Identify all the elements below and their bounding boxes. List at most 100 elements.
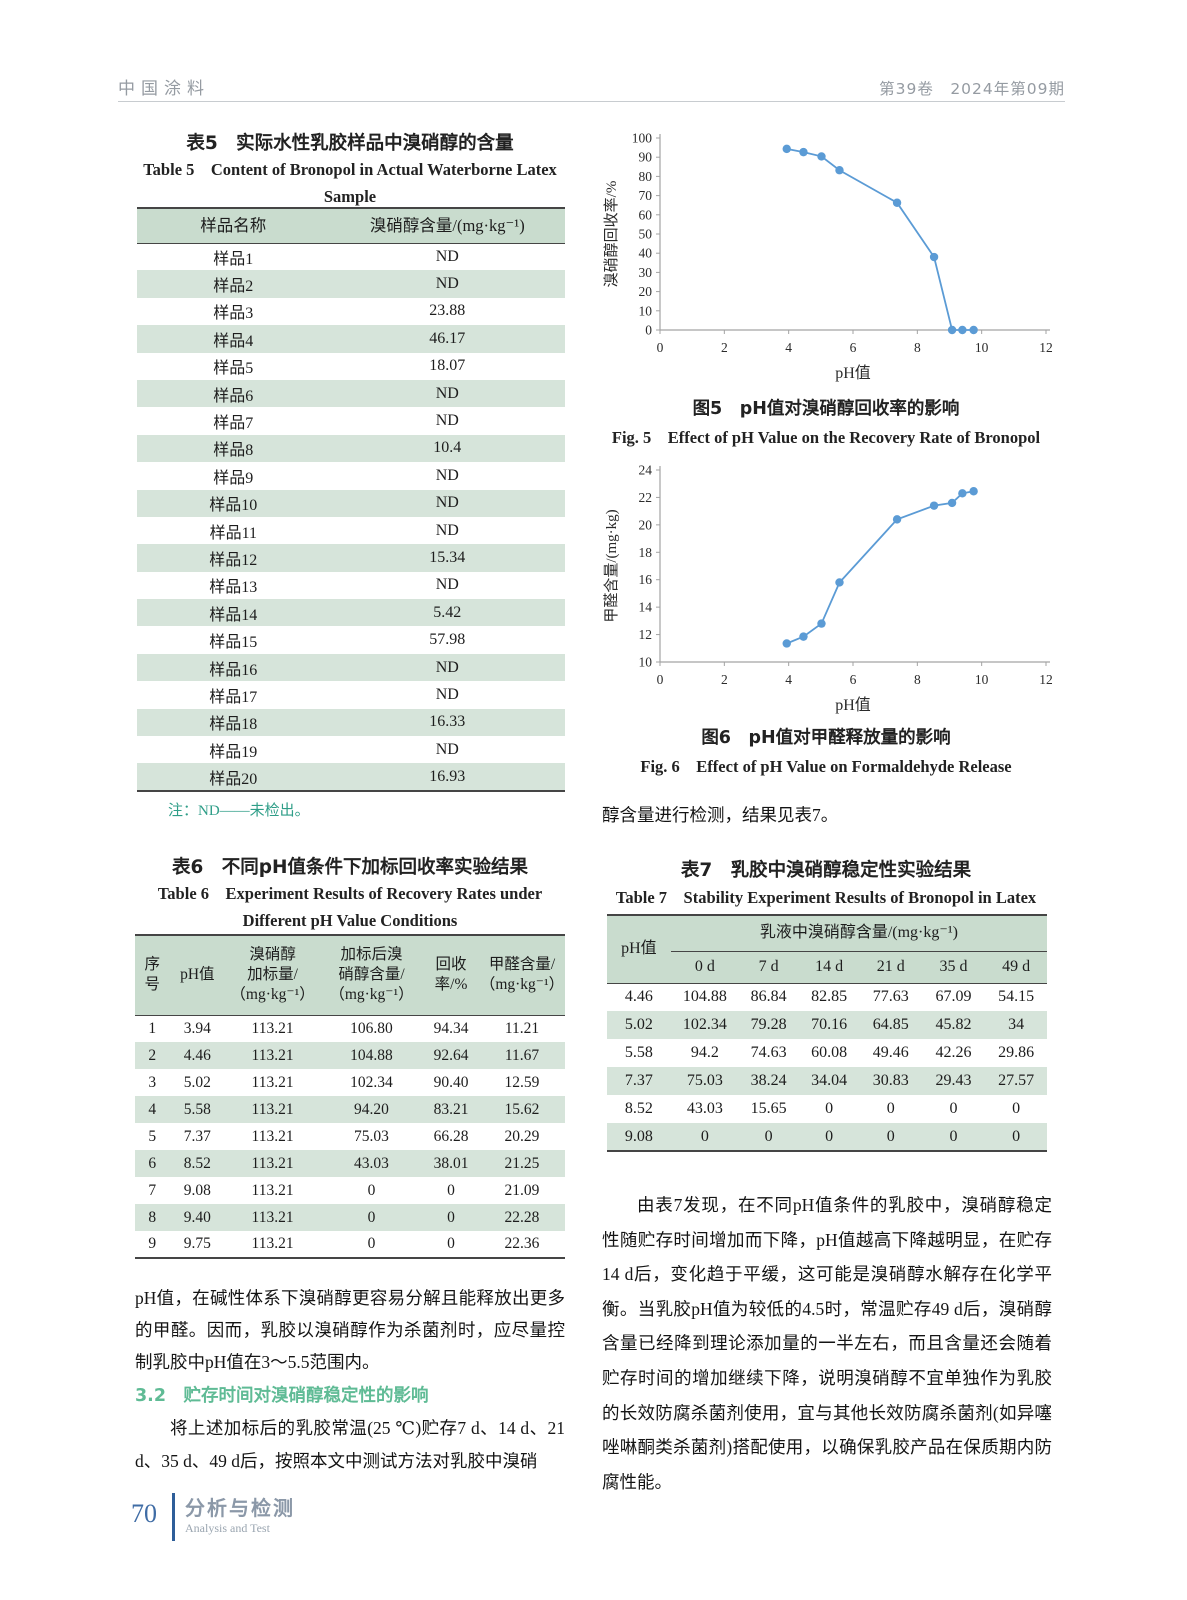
table6-title-zh: 表6 不同pH值条件下加标回收率实验结果 [171, 857, 529, 878]
fig6-caption-en: Fig. 6 Effect of pH Value on Formaldehyd… [640, 757, 1012, 776]
table-row: 样品19 ND [209, 740, 459, 761]
table-row: 样品8 10.4 [137, 434, 565, 463]
table5-col-content: 溴硝醇含量/(mg·kg⁻¹) [329, 208, 565, 243]
svg-text:12: 12 [1039, 672, 1053, 687]
table7-body: 4.46 104.88 86.84 82.85 77.63 67.09 54.15 5.02 1… [607, 983, 1047, 1151]
table-row: 样品7 ND [213, 412, 459, 433]
svg-text:50: 50 [639, 227, 653, 242]
table6-body: 1 3.94 113.21 106.80 94.34 11.21 2 4.46 113.21 10… [135, 1015, 565, 1258]
table-row: 样品6 ND [137, 379, 565, 408]
svg-text:0: 0 [657, 340, 664, 355]
table7-title-en: Table 7 Stability Experiment Results of … [615, 888, 1037, 907]
table7-col-ph: pH值 [607, 915, 671, 983]
svg-text:溴硝醇回收率/%: 溴硝醇回收率/% [603, 181, 620, 288]
header-divider [118, 101, 1065, 102]
table-row: 样品20 16.93 [137, 763, 565, 791]
table5-body: 样品1 ND 样品2 ND 样品3 23.88 样品4 46.17 样品5 18.07 样品6 ND 样… [137, 243, 565, 791]
svg-text:2: 2 [721, 672, 728, 687]
svg-text:16: 16 [639, 572, 653, 587]
table6-title-en: Table 6 Experiment Results of Recovery R… [157, 884, 543, 930]
svg-text:100: 100 [632, 131, 653, 146]
table-row: 3 5.02 113.21 102.34 90.40 12.59 [148, 1073, 540, 1091]
column-header: 35 d [921, 951, 986, 983]
left-paragraph-1: pH值，在碱性体系下溴硝醇更容易分解且能释放出更多的甲醛。因而，乳胶以溴硝醇作为… [135, 1288, 565, 1372]
table-row: 7.37 75.03 38.24 34.04 30.83 29.43 27.57 [607, 1067, 1047, 1095]
right-paragraph-1: 由表7发现，在不同pH值条件的乳胶中，溴硝醇稳定性随贮存时间增加而下降，pH值越… [602, 1195, 1052, 1492]
svg-text:pH值: pH值 [835, 364, 871, 382]
table-row: 样品9 ND [213, 466, 459, 487]
fig5-caption-en: Fig. 5 Effect of pH Value on the Recover… [611, 428, 1041, 447]
table-row: 4 5.58 113.21 94.20 83.21 15.62 [135, 1096, 565, 1123]
table5-note: 注：ND——未检出。 [168, 803, 310, 819]
fig5-line-chart: 0 10 20 30 40 50 60 70 80 90 100 0 2 4 6 8 10 12 pH值 溴硝醇回收率… [598, 124, 1053, 392]
svg-text:10: 10 [975, 672, 989, 687]
svg-text:80: 80 [639, 169, 653, 184]
issue-info: 第39卷 2024年第09期 [879, 80, 1065, 98]
svg-text:10: 10 [975, 340, 989, 355]
fig5-caption-zh: 图5 pH值对溴硝醇回收率的影响 [692, 399, 960, 419]
svg-text:pH值: pH值 [835, 696, 871, 714]
table-row: 1 3.94 113.21 106.80 94.34 11.21 [148, 1019, 540, 1037]
table6: 序 号 pH值 溴硝醇 加标量/ （mg·kg⁻¹） 加标后溴 硝醇含量/ （mg·k… [135, 934, 565, 1259]
column-header: 49 d [985, 951, 1047, 983]
table-row: 6 8.52 113.21 43.03 38.01 21.25 [135, 1150, 565, 1177]
svg-text:4: 4 [785, 672, 792, 687]
svg-text:40: 40 [639, 246, 653, 261]
table-row: 5.58 94.2 74.63 60.08 49.46 42.26 29.86 [624, 1044, 1035, 1061]
svg-text:70: 70 [639, 188, 653, 203]
table-row: 4.46 104.88 86.84 82.85 77.63 67.09 54.15 [624, 988, 1035, 1006]
table-row: 样品11 ND [209, 521, 459, 542]
fig6-line-chart: 10 12 14 16 18 20 22 24 0 2 4 6 8 10 12 pH值 甲醛含量/(mg·kg) [598, 456, 1053, 724]
svg-text:10: 10 [639, 655, 653, 670]
column-header: 21 d [859, 951, 922, 983]
column-header: 7 d [738, 951, 799, 983]
table-row: 样品15 57.98 [209, 631, 466, 652]
svg-text:14: 14 [639, 600, 653, 615]
table-row: 样品1 ND [213, 247, 459, 268]
right-paragraph-0: 醇含量进行检测，结果见表7。 [602, 805, 839, 825]
table7-title-zh: 表7 乳胶中溴硝醇稳定性实验结果 [680, 860, 972, 881]
svg-text:12: 12 [1039, 340, 1053, 355]
table-row: 8.52 43.03 15.65 0 0 0 0 [624, 1100, 1021, 1117]
table5-header: 样品名称 溴硝醇含量/(mg·kg⁻¹) [137, 208, 565, 243]
svg-text:22: 22 [639, 490, 653, 505]
column-header: pH值 [169, 935, 226, 1015]
journal-name: 中国涂料 [118, 79, 210, 99]
table-row: 样品10 ND [137, 489, 565, 517]
page-number: 70 [131, 1499, 157, 1528]
table5-title-zh: 表5 实际水性乳胶样品中溴硝醇的含量 [186, 133, 514, 154]
column-header: 溴硝醇 加标量/ （mg·kg⁻¹） [225, 935, 320, 1015]
column-header: 甲醛含量/ （mg·kg⁻¹） [478, 935, 565, 1015]
table-row: 样品3 23.88 [213, 302, 466, 323]
svg-text:8: 8 [914, 672, 921, 687]
table5-col-sample: 样品名称 [137, 208, 330, 243]
svg-text:8: 8 [914, 340, 921, 355]
svg-text:20: 20 [639, 284, 653, 299]
svg-text:6: 6 [850, 672, 857, 687]
svg-text:4: 4 [785, 340, 792, 355]
svg-text:12: 12 [639, 627, 653, 642]
svg-text:0: 0 [645, 323, 652, 338]
table5: 样品名称 溴硝醇含量/(mg·kg⁻¹) 样品1 ND 样品2 ND 样品3 23.88 样… [137, 207, 565, 792]
column-header: 序 号 [135, 935, 170, 1015]
fig6-caption-zh: 图6 pH值对甲醛释放量的影响 [701, 728, 951, 748]
svg-text:0: 0 [657, 672, 664, 687]
table-row: 2 4.46 113.21 104.88 92.64 11.67 [135, 1042, 565, 1069]
column-header: 14 d [798, 951, 860, 983]
footer-section-en: Analysis and Test [185, 1521, 270, 1535]
svg-text:30: 30 [639, 265, 653, 280]
table-row: 样品12 15.34 [137, 544, 565, 572]
table5-title-en: Table 5 Content of Bronopol in Actual Wa… [143, 160, 557, 206]
column-header: 0 d [670, 951, 739, 983]
table-row: 样品17 ND [209, 685, 459, 706]
table-row: 7 9.08 113.21 0 0 21.09 [148, 1181, 540, 1199]
section-heading-3-2: 3.2 贮存时间对溴硝醇稳定性的影响 [135, 1386, 429, 1406]
svg-text:90: 90 [639, 150, 653, 165]
table-row: 样品13 ND [209, 576, 459, 597]
table-row: 5 7.37 113.21 75.03 66.28 20.29 [148, 1127, 540, 1145]
svg-text:60: 60 [639, 207, 653, 222]
table-row: 9 9.75 113.21 0 0 22.36 [148, 1235, 540, 1252]
